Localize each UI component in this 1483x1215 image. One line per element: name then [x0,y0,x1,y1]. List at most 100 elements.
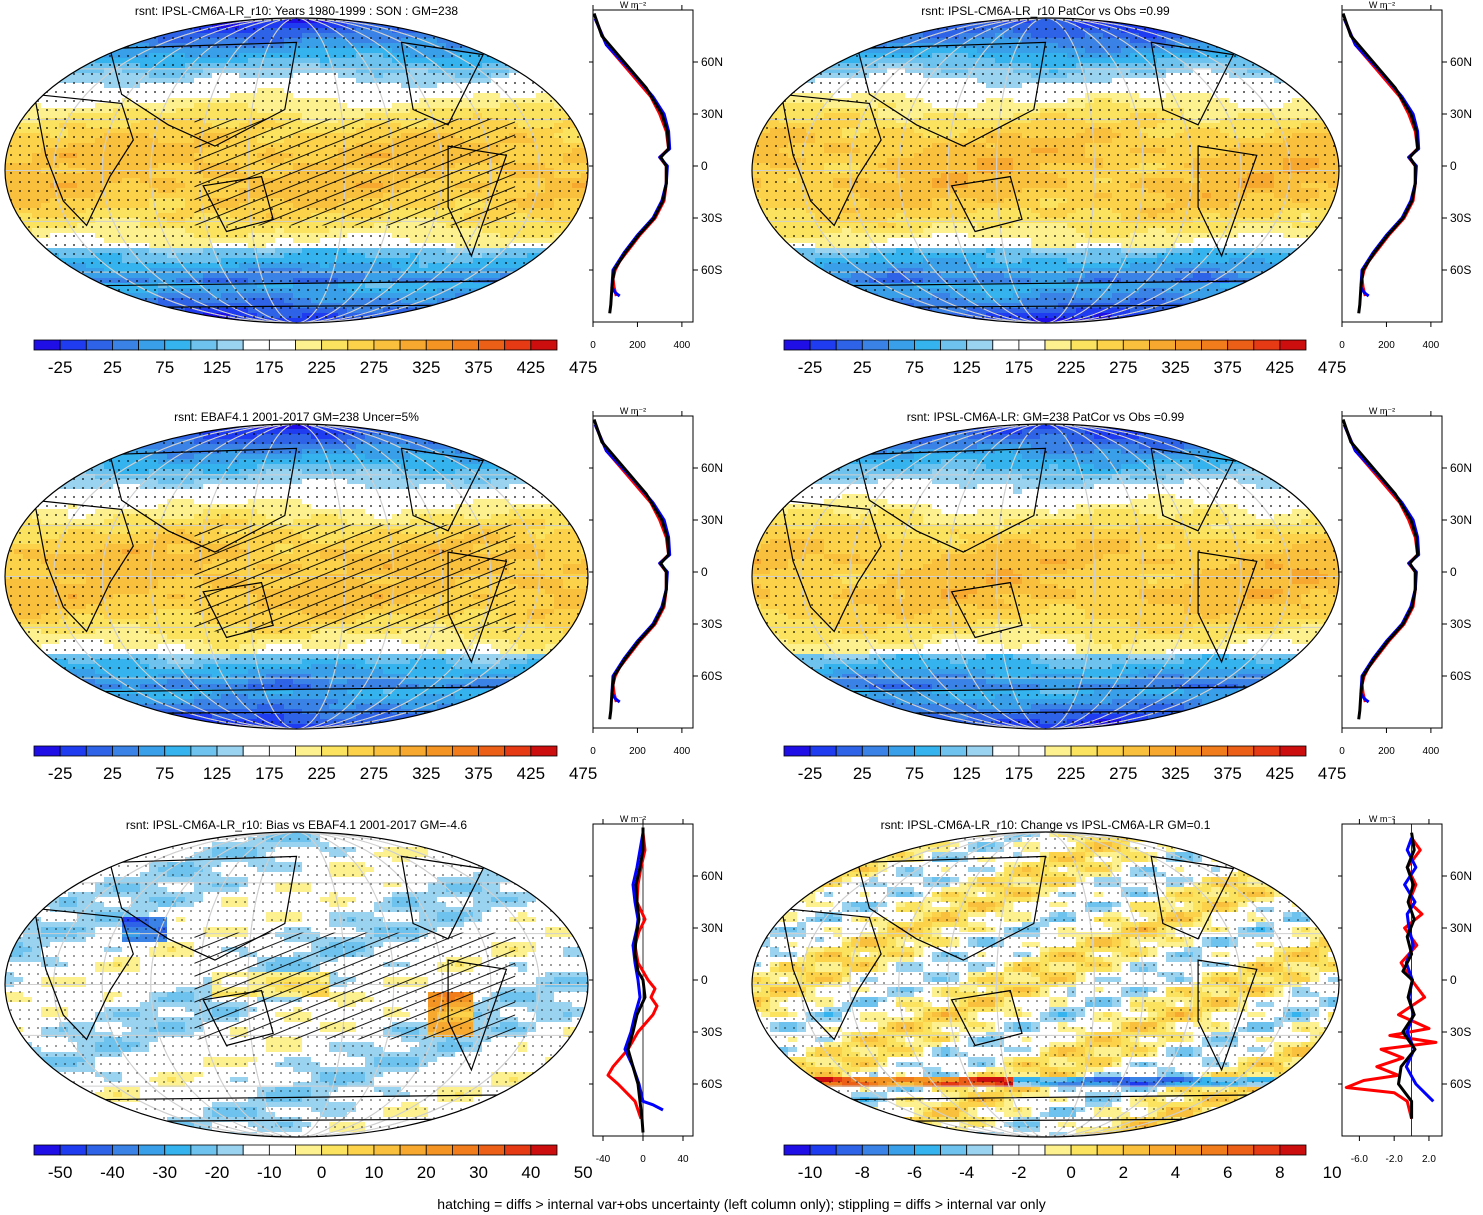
colorbar-tick-label: 325 [1161,358,1189,377]
colorbar-tick-label: -2 [1011,1163,1026,1182]
colorbar-tick-label: 75 [155,764,174,783]
colorbar-tick-label: 30 [469,1163,488,1182]
profile-lat-label: 30N [701,513,723,527]
zonal-profile: 0 200 400 W m⁻² 60N 30N 0 30S 60S [589,0,723,351]
profile-x-tick: -6.0 [1351,1154,1369,1165]
colorbar-tick-label: 0 [317,1163,326,1182]
panel-p3: rsnt: EBAF4.1 2001-2017 GM=238 Uncer=5% -… [4,406,723,783]
profile-x-tick: 0 [590,746,596,757]
profile-x-tick: 0 [590,340,596,351]
panel-title: rsnt: IPSL-CM6A-LR_r10: Change vs IPSL-C… [881,818,1211,832]
zonal-profile: -6.0 -2.0 2.0 W m⁻² 60N 30N 0 30S 60S [1338,814,1472,1165]
colorbar-tick-label: 50 [574,1163,593,1182]
map-border [4,423,589,730]
profile-lat-label: 30S [1450,211,1471,225]
zonal-profile: -40 0 40 W m⁻² 60N 30N 0 30S 60S [589,814,723,1165]
profile-x-tick: 0 [1339,746,1345,757]
profile-x-tick: 0 [640,1154,646,1165]
colorbar-tick-label: 6 [1223,1163,1232,1182]
colorbar-tick-label: -40 [100,1163,125,1182]
profile-x-tick: 200 [1378,340,1395,351]
colorbar-tick-label: 475 [569,358,597,377]
profile-lat-label: 30S [701,617,722,631]
colorbar-tick-label: 25 [853,764,872,783]
profile-lat-label: 0 [1450,159,1457,173]
colorbar-tick-label: -8 [855,1163,870,1182]
panel-p1: rsnt: IPSL-CM6A-LR_r10: Years 1980-1999 … [4,0,723,377]
colorbar-tick-label: -10 [798,1163,823,1182]
profile-lat-label: 60S [1450,669,1471,683]
colorbar-tick-label: 325 [412,358,440,377]
colorbar-tick-label: 40 [521,1163,540,1182]
profile-line-line_mean [1341,419,1420,720]
colorbar-tick-label: 275 [360,764,388,783]
map-border [751,17,1340,324]
colorbar-tick-label: 25 [103,764,122,783]
profile-lat-label: 60S [1450,1077,1471,1091]
colorbar-tick-label: 175 [255,764,283,783]
colorbar-tick-label: 75 [905,358,924,377]
profile-unit: W m⁻² [620,406,646,416]
profile-lat-label: 0 [701,565,708,579]
colorbar-tick-label: 25 [103,358,122,377]
colorbar: -10 -8 -6 -4 -2 0 2 4 6 8 10 [783,1144,1342,1182]
profile-line-line_mean [592,13,671,314]
profile-x-tick: 200 [629,746,646,757]
profile-line-line_obs [1403,837,1435,1103]
colorbar: -25 25 75 125 175 225 275 325 375 425 475 [783,745,1346,783]
colorbar-tick-label: -6 [907,1163,922,1182]
zonal-profile: 0 200 400 W m⁻² 60N 30N 0 30S 60S [1338,406,1472,757]
profile-lat-label: 60S [701,1077,722,1091]
colorbar-tick-label: 4 [1171,1163,1180,1182]
colorbar: -50 -40 -30 -20 -10 0 10 20 30 40 50 [33,1144,593,1182]
map-border [751,831,1340,1138]
profile-lat-label: 30S [701,211,722,225]
profile-lat-label: 60N [701,869,723,883]
colorbar: -25 25 75 125 175 225 275 325 375 425 475 [33,339,597,377]
colorbar-tick-label: 225 [1057,764,1085,783]
colorbar-tick-label: 225 [307,358,335,377]
panel-p6: rsnt: IPSL-CM6A-LR_r10: Change vs IPSL-C… [751,814,1472,1182]
profile-lat-label: 0 [1450,565,1457,579]
colorbar: -25 25 75 125 175 225 275 325 375 425 475 [33,745,597,783]
profile-x-tick: 2.0 [1422,1154,1436,1165]
colorbar-tick-label: -50 [48,1163,73,1182]
zonal-profile: 0 200 400 W m⁻² 60N 30N 0 30S 60S [589,406,723,757]
colorbar-tick-label: 175 [1005,358,1033,377]
colorbar-tick-label: -30 [152,1163,177,1182]
colorbar-tick-label: 275 [1109,764,1137,783]
map-field [5,832,588,1137]
colorbar-tick-label: -20 [205,1163,230,1182]
profile-line-line_mean [592,419,671,720]
panel-title: rsnt: IPSL-CM6A-LR_r10: Bias vs EBAF4.1 … [126,818,467,832]
colorbar-tick-label: 8 [1275,1163,1284,1182]
panel-p4: rsnt: IPSL-CM6A-LR: GM=238 PatCor vs Obs… [751,406,1472,783]
panel-title: rsnt: IPSL-CM6A-LR_r10: Years 1980-1999 … [135,4,458,18]
profile-unit: W m⁻² [620,814,646,824]
profile-lat-label: 30N [701,921,723,935]
colorbar-tick-label: 125 [203,764,231,783]
colorbar-tick-label: 125 [203,358,231,377]
profile-x-tick: 40 [677,1154,689,1165]
profile-x-tick: 200 [1378,746,1395,757]
panel-p5: rsnt: IPSL-CM6A-LR_r10: Bias vs EBAF4.1 … [4,814,723,1182]
colorbar-tick-label: 10 [364,1163,383,1182]
colorbar-tick-label: 10 [1323,1163,1342,1182]
profile-x-tick: 400 [674,746,691,757]
colorbar-tick-label: 25 [853,358,872,377]
profile-x-tick: -2.0 [1386,1154,1404,1165]
colorbar-tick-label: 375 [1214,358,1242,377]
map-border [751,423,1340,730]
profile-unit: W m⁻² [1369,0,1395,10]
profile-lat-label: 30N [701,107,723,121]
profile-lat-label: 30N [1450,921,1472,935]
map-border [4,831,589,1138]
panel-title: rsnt: EBAF4.1 2001-2017 GM=238 Uncer=5% [174,410,419,424]
colorbar-tick-label: 0 [1066,1163,1075,1182]
profile-lat-label: 60N [701,461,723,475]
colorbar-tick-label: -10 [257,1163,282,1182]
colorbar-tick-label: 475 [1318,358,1346,377]
colorbar-tick-label: 325 [1161,764,1189,783]
colorbar-tick-label: 2 [1119,1163,1128,1182]
